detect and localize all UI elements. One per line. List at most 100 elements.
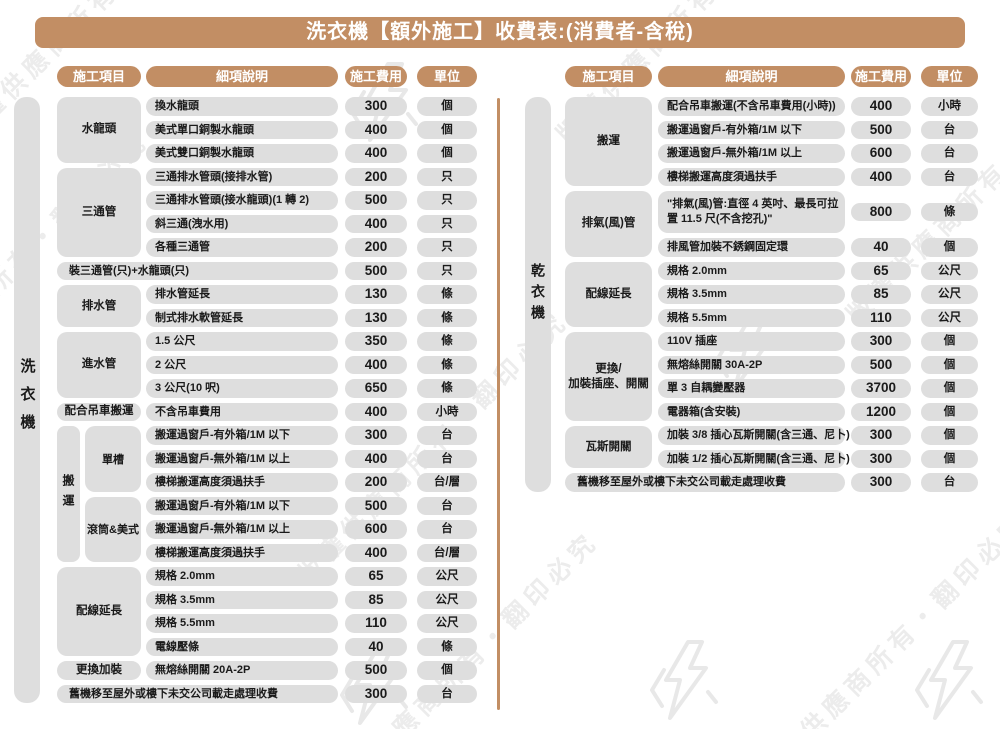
detail-cell: 規格 2.0mm xyxy=(146,567,338,586)
table-row: 配合吊車搬運(不含吊車費用(小時)) 400 小時 xyxy=(658,97,978,116)
unit-cell: 條 xyxy=(417,355,477,374)
unit-cell: 公尺 xyxy=(417,590,477,609)
detail-cell: 規格 5.5mm xyxy=(658,308,845,327)
row-group: 加裝 3/8 插心瓦斯開關(含三通、尼卜) 300 個加裝 1/2 插心瓦斯開關(含… xyxy=(658,426,978,468)
dryer-fee-table: 施工項目 細項說明 施工費用 單位 乾衣機 搬運 配合吊車搬運(不含吊車費用(小時)) 400… xyxy=(525,66,978,492)
table-row: 樓梯搬運高度須過扶手 400 台/層 xyxy=(146,543,477,562)
unit-cell: 台 xyxy=(417,684,477,703)
unit-cell: 台 xyxy=(921,120,978,139)
fee-cell: 1200 xyxy=(851,402,911,421)
table-row: 單 3 自耦變壓器 3700 個 xyxy=(658,379,978,398)
table-row: 樓梯搬運高度須過扶手 200 台/層 xyxy=(146,473,477,492)
table-row: 搬運過窗戶-有外箱/1M 以下 300 台 xyxy=(146,426,477,445)
row-group: 換水龍頭 300 個美式單口銅製水龍頭 400 個美式雙口銅製水龍頭 400 個 xyxy=(146,97,477,163)
unit-cell: 台 xyxy=(921,144,978,163)
unit-cell: 條 xyxy=(921,202,978,222)
fee-cell: 300 xyxy=(851,332,911,351)
detail-cell: 搬運過窗戶-無外箱/1M 以上 xyxy=(658,144,845,163)
detail-cell: 樓梯搬運高度須過扶手 xyxy=(658,167,845,186)
subgroup: 單槽 搬運過窗戶-有外箱/1M 以下 300 台搬運過窗戶-無外箱/1M 以上 400 台… xyxy=(85,426,477,492)
unit-cell: 條 xyxy=(417,637,477,656)
unit-cell: 公尺 xyxy=(921,308,978,327)
unit-cell: 台 xyxy=(417,520,477,539)
row-group: 搬運過窗戶-有外箱/1M 以下 300 台搬運過窗戶-無外箱/1M 以上 400 台樓梯… xyxy=(146,426,477,492)
unit-cell: 台 xyxy=(921,473,978,492)
fee-cell: 800 xyxy=(851,202,911,222)
detail-cell: 110V 插座 xyxy=(658,332,845,351)
row-group: 110V 插座 300 個無熔絲開關 30A-2P 500 個單 3 自耦變壓器 3700… xyxy=(658,332,978,421)
fee-cell: 500 xyxy=(345,496,407,515)
unit-cell: 條 xyxy=(417,332,477,351)
detail-cell: 規格 5.5mm xyxy=(146,614,338,633)
table-row: 規格 3.5mm 85 公尺 xyxy=(658,285,978,304)
detail-cell: 加裝 3/8 插心瓦斯開關(含三通、尼卜) xyxy=(658,426,850,445)
table-row: 搬運過窗戶-無外箱/1M 以上 600 台 xyxy=(146,520,477,539)
unit-cell: 只 xyxy=(417,167,477,186)
unit-cell: 個 xyxy=(921,238,978,257)
unit-cell: 個 xyxy=(921,426,978,445)
table-body: 洗衣機 水龍頭 換水龍頭 300 個美式單口銅製水龍頭 400 個美式雙口銅製水龍頭 400 個… xyxy=(14,97,477,703)
unit-cell: 公尺 xyxy=(921,261,978,280)
group-label: 更換/ 加裝插座、開關 xyxy=(565,332,652,421)
unit-cell: 個 xyxy=(921,449,978,468)
column-header: 施工費用 xyxy=(851,66,911,87)
fee-cell: 400 xyxy=(851,167,911,186)
table-row: 無熔絲開關 20A-2P 500 個 xyxy=(146,661,477,680)
table-row: 裝三通管(只)+水龍頭(只) 500 只 xyxy=(57,261,477,280)
unit-cell: 公尺 xyxy=(417,567,477,586)
table-row: 換水龍頭 300 個 xyxy=(146,97,477,116)
row-group: 配合吊車搬運(不含吊車費用(小時)) 400 小時 搬運過窗戶-有外箱/1M 以下 50… xyxy=(658,97,978,186)
row-group: 排水管延長 130 條制式排水軟管延長 130 條 xyxy=(146,285,477,327)
detail-cell: 搬運過窗戶-有外箱/1M 以下 xyxy=(146,426,338,445)
full-width-detail-cell: 舊機移至屋外或樓下未交公司載走處理收費 xyxy=(565,473,845,492)
table-row: 斜三通(洩水用) 400 只 xyxy=(146,214,477,233)
row-group: 1.5 公尺 350 條 2 公尺 400 條 3 公尺(10 呎) 650 條 xyxy=(146,332,477,398)
fee-cell: 65 xyxy=(851,261,911,280)
table-row: 規格 2.0mm 65 公尺 xyxy=(146,567,477,586)
table-row: 不含吊車費用 400 小時 xyxy=(146,402,477,421)
table-row: 三通排水管頭(接排水管) 200 只 xyxy=(146,167,477,186)
table-row: 2 公尺 400 條 xyxy=(146,355,477,374)
table-row: 規格 2.0mm 65 公尺 xyxy=(658,261,978,280)
column-header-row: 施工項目 細項說明 施工費用 單位 xyxy=(565,66,978,87)
watermark-lightning-icon xyxy=(650,640,722,722)
group-label: 進水管 xyxy=(57,332,141,398)
fee-cell: 3700 xyxy=(851,379,911,398)
table-row: 電線壓條 40 條 xyxy=(146,637,477,656)
fee-group: 排水管 排水管延長 130 條制式排水軟管延長 130 條 xyxy=(57,285,477,327)
subgroup-label: 單槽 xyxy=(85,426,141,492)
group-label: 水龍頭 xyxy=(57,97,141,163)
unit-cell: 台 xyxy=(417,426,477,445)
unit-cell: 個 xyxy=(921,379,978,398)
nested-group: 搬運 單槽 搬運過窗戶-有外箱/1M 以下 300 台搬運過窗戶-無外箱/1M 以上 40… xyxy=(57,426,477,562)
page-title: 洗衣機【額外施工】收費表:(消費者-含稅) xyxy=(35,17,965,48)
detail-cell: 1.5 公尺 xyxy=(146,332,338,351)
table-row: 美式單口銅製水龍頭 400 個 xyxy=(146,120,477,139)
column-header: 細項說明 xyxy=(146,66,338,87)
row-group: 三通排水管頭(接排水管) 200 只三通排水管頭(接水龍頭)(1 轉 2) 500 只斜… xyxy=(146,167,477,257)
table-row: 制式排水軟管延長 130 條 xyxy=(146,308,477,327)
detail-cell: 規格 3.5mm xyxy=(658,285,845,304)
group-label: 搬運 xyxy=(61,474,75,514)
detail-cell: 不含吊車費用 xyxy=(146,402,338,421)
subgroups-column: 單槽 搬運過窗戶-有外箱/1M 以下 300 台搬運過窗戶-無外箱/1M 以上 400 台… xyxy=(85,426,477,562)
unit-cell: 台/層 xyxy=(417,543,477,562)
unit-cell: 台 xyxy=(921,167,978,186)
table-row: 規格 3.5mm 85 公尺 xyxy=(146,590,477,609)
detail-cell: 三通排水管頭(接水龍頭)(1 轉 2) xyxy=(146,191,338,210)
detail-cell: "排氣(風)管:直徑 4 英吋、最長可拉置 11.5 尺(不含挖孔)" xyxy=(658,191,845,233)
detail-cell: 搬運過窗戶-無外箱/1M 以上 xyxy=(146,449,338,468)
fee-cell: 85 xyxy=(851,285,911,304)
fee-cell: 130 xyxy=(345,308,407,327)
unit-cell: 只 xyxy=(417,238,477,257)
detail-cell: 制式排水軟管延長 xyxy=(146,308,338,327)
fee-cell: 350 xyxy=(345,332,407,351)
fee-cell: 400 xyxy=(345,355,407,374)
table-row: 110V 插座 300 個 xyxy=(658,332,978,351)
table-row: 搬運過窗戶-有外箱/1M 以下 500 台 xyxy=(146,496,477,515)
unit-cell: 個 xyxy=(921,355,978,374)
table-row: 搬運過窗戶-無外箱/1M 以上 600 台 xyxy=(658,144,978,163)
fee-cell: 200 xyxy=(345,167,407,186)
fee-cell: 500 xyxy=(345,661,407,680)
